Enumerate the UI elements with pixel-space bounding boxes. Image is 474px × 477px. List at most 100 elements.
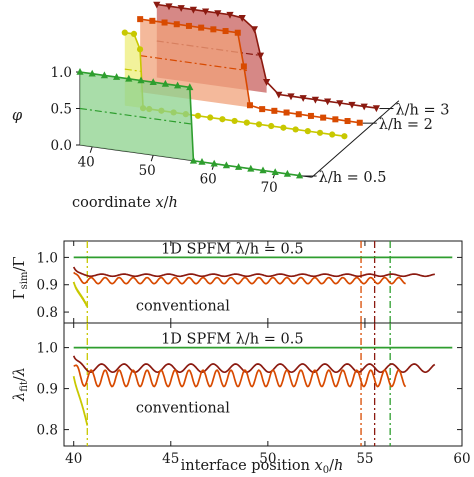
data-point [189, 6, 197, 14]
data-point [235, 163, 243, 170]
waterfall-panel: 0.0 0.5 1.0 40 50 60 70 λ/h = 3λ/h = 2 λ/h = 0.5 [51, 1, 449, 196]
series-label: λ/h = 3 [395, 103, 449, 119]
data-point [198, 158, 206, 165]
phi-tick-label: 1.0 [51, 65, 72, 81]
data-point [341, 133, 348, 140]
data-point [149, 78, 157, 85]
data-point [296, 171, 304, 179]
data-point [137, 16, 144, 23]
data-point [255, 121, 263, 128]
x-tick-3d [89, 146, 93, 153]
series-label: λ/h = 0.5 [319, 170, 387, 186]
data-point [275, 91, 283, 99]
data-point [311, 96, 319, 104]
data-point [161, 19, 168, 26]
gamma-panel: 0.8 0.9 1.0 1D SPFM λ/h = 0.5 conventional [37, 240, 463, 324]
data-point [219, 116, 226, 123]
data-point [189, 156, 198, 164]
plot-frame [63, 322, 463, 447]
data-point [100, 71, 108, 79]
data-point [243, 119, 250, 126]
series-line [72, 375, 89, 426]
coordinate-axis-label: coordinate x/h [72, 195, 178, 211]
data-point [360, 103, 368, 111]
data-point [207, 114, 214, 121]
data-point [259, 166, 267, 174]
data-point [271, 107, 278, 114]
slice-fill [80, 72, 194, 161]
y-tick-label: 1.0 [37, 341, 58, 357]
series-line [73, 364, 407, 388]
data-point [136, 46, 144, 53]
data-point [153, 1, 161, 9]
y-tick-label: 1.0 [37, 250, 58, 266]
data-point [125, 74, 133, 82]
data-point [332, 116, 339, 123]
series-line [72, 355, 436, 374]
x-tick-3d [150, 155, 154, 162]
data-point [177, 5, 185, 12]
x-tick-label: 60 [453, 451, 470, 467]
data-point [299, 95, 307, 102]
data-point [247, 164, 255, 172]
data-point [336, 100, 344, 107]
data-point [194, 112, 202, 119]
spfm-annotation: 1D SPFM λ/h = 0.5 [161, 241, 304, 257]
data-point [198, 24, 205, 31]
phi-axis-label: φ [12, 108, 23, 124]
slice-midline [140, 55, 247, 72]
x-tick-label: 50 [259, 451, 276, 467]
series-line [72, 266, 435, 278]
spfm-annotation: 1D SPFM λ/h = 0.5 [161, 332, 304, 348]
slice-midline [79, 107, 192, 125]
data-point [165, 3, 173, 11]
data-point [240, 63, 247, 70]
data-point [226, 11, 234, 19]
data-point [202, 8, 210, 16]
data-point [137, 76, 145, 84]
y-tick-label: 0.9 [37, 278, 58, 294]
y-tick-label: 0.9 [37, 382, 58, 398]
data-point [185, 22, 192, 29]
data-point [372, 105, 380, 113]
data-point [268, 122, 275, 130]
data-point [259, 106, 266, 113]
conventional-annotation: conventional [136, 299, 230, 315]
data-point [210, 26, 217, 33]
data-point [130, 30, 138, 37]
x-tick-label-3d: 60 [200, 172, 217, 188]
y-tick-label: 0.8 [37, 423, 58, 439]
x-tick-label: 45 [162, 451, 179, 467]
x-tick-label-3d: 40 [78, 155, 95, 171]
x-tick-label-3d: 70 [261, 180, 278, 196]
x-tick-label-3d: 50 [139, 163, 156, 179]
data-point [316, 129, 324, 136]
data-point [271, 168, 279, 175]
data-point [149, 17, 156, 24]
series-label: λ/h = 2 [379, 117, 433, 133]
phi-tick-label: 0.5 [51, 102, 72, 118]
gamma-axis-label: Γsim/Γ [12, 257, 30, 300]
data-point [246, 102, 253, 109]
data-point [174, 81, 182, 89]
data-point [231, 117, 238, 125]
slice-midline [124, 68, 142, 73]
depth-axis [311, 100, 400, 178]
data-point [173, 21, 180, 28]
data-point [356, 119, 363, 126]
data-point [256, 52, 265, 60]
data-point [186, 83, 194, 91]
data-point [307, 112, 314, 119]
data-point [250, 26, 258, 34]
series-line [72, 281, 89, 308]
data-point [222, 161, 230, 169]
data-point [344, 118, 351, 125]
data-point [88, 69, 96, 77]
x-tick-label: 55 [356, 451, 373, 467]
data-point [295, 111, 302, 118]
data-point [222, 28, 229, 35]
data-point [238, 15, 246, 22]
data-point [304, 128, 311, 135]
data-point [161, 79, 169, 87]
